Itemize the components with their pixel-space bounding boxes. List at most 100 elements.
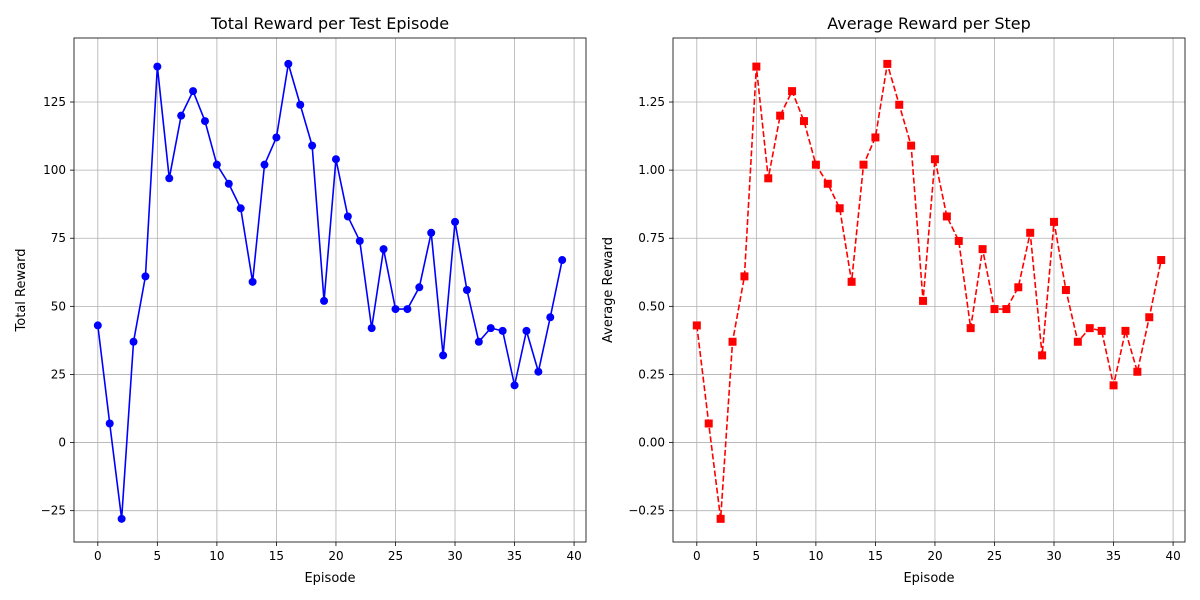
data-point xyxy=(883,59,892,68)
right-panel-average-reward: 0 5 10 15 20 25 30 35 40 −0.25 0.00 0.25 0.50 0.75 1.0… xyxy=(601,14,1186,586)
x-tick-label: 15 xyxy=(269,549,284,563)
right-x-axis-ticks: 0 5 10 15 20 25 30 35 40 xyxy=(693,542,1181,563)
data-point xyxy=(823,179,832,188)
data-point xyxy=(930,155,939,164)
data-point xyxy=(919,296,928,305)
x-tick-label: 25 xyxy=(388,549,403,563)
data-point xyxy=(260,160,269,169)
x-tick-label: 30 xyxy=(447,549,462,563)
data-point xyxy=(117,514,126,523)
data-point xyxy=(522,326,531,335)
data-point xyxy=(1026,228,1035,237)
data-point xyxy=(1050,217,1059,226)
data-point xyxy=(212,160,221,169)
data-point xyxy=(954,236,963,245)
y-tick-label: 0 xyxy=(58,436,66,450)
data-point xyxy=(462,286,471,294)
x-tick-label: 20 xyxy=(328,549,343,563)
data-point xyxy=(740,272,749,281)
data-point xyxy=(1002,305,1011,314)
data-point xyxy=(1038,351,1047,360)
x-tick-label: 10 xyxy=(209,549,224,563)
data-point xyxy=(692,321,701,330)
data-point xyxy=(165,174,174,183)
left-y-axis-label: Total Reward xyxy=(14,249,29,333)
data-point xyxy=(248,277,257,286)
data-point xyxy=(704,419,713,428)
data-point xyxy=(296,100,305,109)
data-point xyxy=(308,141,317,150)
data-point xyxy=(498,326,507,335)
x-tick-label: 35 xyxy=(507,549,522,563)
left-axes-frame xyxy=(73,37,587,543)
data-point xyxy=(1014,283,1023,292)
data-point xyxy=(788,87,797,96)
data-point xyxy=(978,245,987,254)
data-point xyxy=(129,337,138,346)
data-point xyxy=(871,133,880,142)
data-point xyxy=(752,62,761,71)
data-point xyxy=(331,155,340,164)
left-chart-title: Total Reward per Test Episode xyxy=(210,14,449,33)
x-tick-label: 0 xyxy=(94,549,102,563)
y-tick-label: 50 xyxy=(51,299,66,313)
y-tick-label: 75 xyxy=(51,231,66,245)
data-point xyxy=(764,174,773,183)
x-tick-label: 10 xyxy=(808,549,823,563)
data-point xyxy=(451,217,460,226)
data-point xyxy=(1157,256,1166,265)
y-tick-label: 1.25 xyxy=(638,95,665,109)
data-point xyxy=(942,212,951,221)
data-point xyxy=(1121,326,1130,335)
data-point xyxy=(835,204,844,213)
data-point xyxy=(415,283,424,292)
data-point xyxy=(153,62,162,71)
data-point xyxy=(966,324,975,333)
y-tick-label: 0.00 xyxy=(638,436,665,450)
data-point xyxy=(189,87,198,96)
y-tick-label: −25 xyxy=(41,504,66,518)
data-point xyxy=(558,256,567,265)
x-tick-label: 30 xyxy=(1046,549,1061,563)
x-tick-label: 5 xyxy=(154,549,162,563)
data-point xyxy=(177,111,186,120)
data-point xyxy=(391,305,400,314)
data-point xyxy=(895,100,904,109)
left-panel-total-reward: 0 5 10 15 20 25 30 35 40 −25 0 25 50 75 100 125 Total Re… xyxy=(14,14,587,586)
y-tick-label: 0.75 xyxy=(638,231,665,245)
data-point xyxy=(236,204,245,213)
data-point xyxy=(1061,286,1070,294)
right-chart-title: Average Reward per Step xyxy=(827,14,1031,33)
right-y-axis-ticks: −0.25 0.00 0.25 0.50 0.75 1.00 1.25 xyxy=(628,95,673,518)
data-point xyxy=(93,321,102,330)
series-line xyxy=(97,63,563,520)
data-point xyxy=(811,160,820,169)
y-tick-label: 0.50 xyxy=(638,299,665,313)
data-point xyxy=(728,337,737,346)
data-point xyxy=(320,296,329,305)
data-point xyxy=(427,228,436,237)
data-point xyxy=(379,245,388,254)
data-point xyxy=(546,313,555,322)
y-tick-label: 25 xyxy=(51,367,66,381)
x-tick-label: 0 xyxy=(693,549,701,563)
data-point xyxy=(1109,381,1118,390)
data-point xyxy=(990,305,999,314)
data-point xyxy=(105,419,114,428)
y-tick-label: 125 xyxy=(43,95,66,109)
right-y-axis-label: Average Reward xyxy=(601,237,616,343)
data-point xyxy=(907,141,916,150)
data-point xyxy=(272,133,281,142)
x-tick-label: 20 xyxy=(927,549,942,563)
left-x-axis-ticks: 0 5 10 15 20 25 30 35 40 xyxy=(94,542,582,563)
data-point xyxy=(1073,337,1082,346)
x-tick-label: 25 xyxy=(987,549,1002,563)
data-point xyxy=(141,272,150,281)
right-axes-frame xyxy=(672,37,1186,543)
data-point xyxy=(439,351,448,360)
y-tick-label: −0.25 xyxy=(628,504,665,518)
left-series-0 xyxy=(93,59,567,523)
data-point xyxy=(1133,367,1142,376)
